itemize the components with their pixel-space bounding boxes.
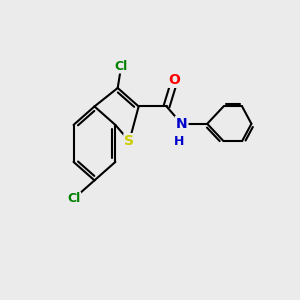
Text: O: O xyxy=(169,73,181,87)
Text: Cl: Cl xyxy=(67,192,80,206)
Text: Cl: Cl xyxy=(115,59,128,73)
Text: N: N xyxy=(176,117,188,131)
Text: S: S xyxy=(124,134,134,148)
Text: H: H xyxy=(174,135,184,148)
